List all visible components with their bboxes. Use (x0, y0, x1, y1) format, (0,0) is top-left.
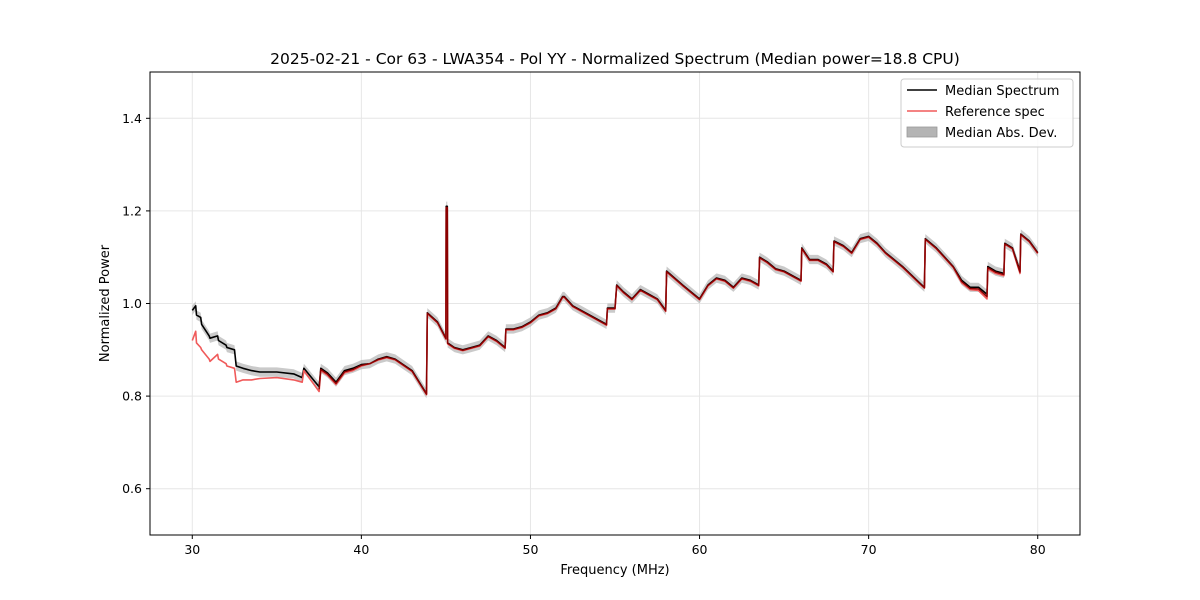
chart-title: 2025-02-21 - Cor 63 - LWA354 - Pol YY - … (270, 50, 960, 68)
x-tick-label: 40 (353, 542, 369, 557)
legend: Median Spectrum Reference spec Median Ab… (900, 78, 1074, 148)
y-axis: 0.6 0.8 1.0 1.2 1.4 (122, 111, 150, 496)
x-tick-label: 30 (184, 542, 200, 557)
y-tick-label: 1.4 (122, 111, 142, 126)
y-tick-label: 1.2 (122, 203, 142, 218)
legend-mad-patch (906, 126, 938, 138)
legend-mad-label: Median Abs. Dev. (945, 126, 1057, 141)
y-axis-label: Normalized Power (98, 244, 113, 362)
x-axis-label: Frequency (MHz) (560, 563, 669, 578)
overlap-line (318, 206, 1039, 395)
legend-median-label: Median Spectrum (945, 84, 1059, 99)
y-tick-label: 0.8 (122, 389, 142, 404)
y-tick-label: 1.0 (122, 296, 142, 311)
legend-box (900, 78, 1074, 148)
x-tick-label: 50 (523, 542, 539, 557)
legend-reference-label: Reference spec (945, 105, 1045, 120)
plot-area (191, 201, 1039, 399)
y-tick-label: 0.6 (122, 481, 142, 496)
x-tick-label: 60 (692, 542, 708, 557)
x-tick-label: 80 (1030, 542, 1046, 557)
x-tick-label: 70 (861, 542, 877, 557)
x-axis: 30 40 50 60 70 80 (184, 535, 1046, 557)
